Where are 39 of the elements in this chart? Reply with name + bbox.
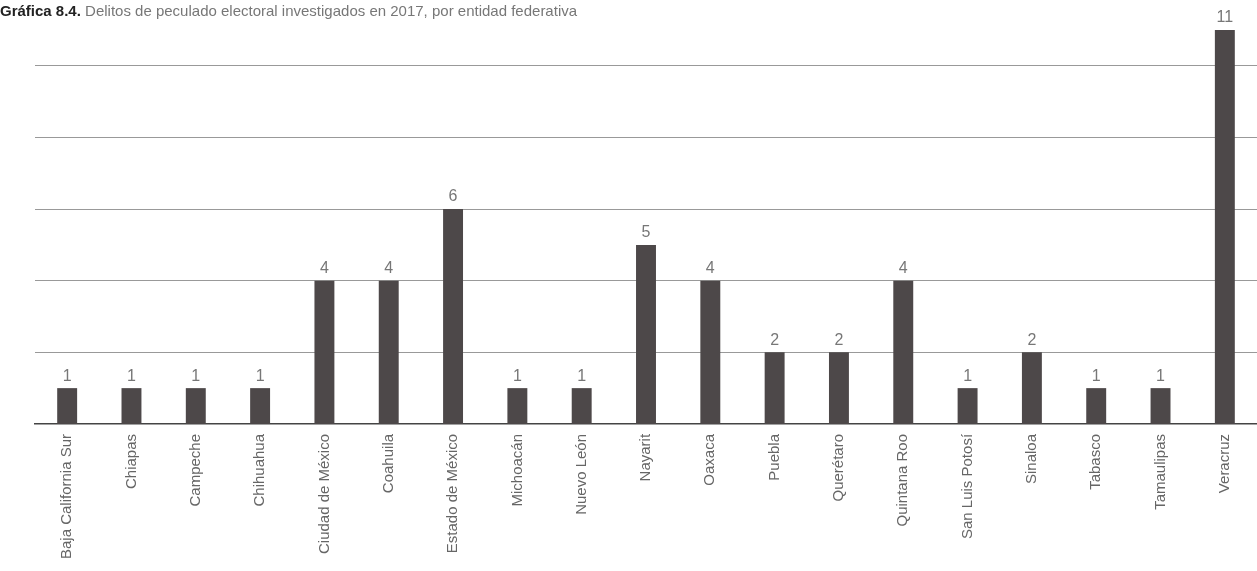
x-tick-label: Ciudad de México: [314, 433, 332, 555]
data-label: 1: [1091, 366, 1101, 384]
x-tick-label: Puebla: [764, 433, 782, 481]
data-label: 1: [1156, 366, 1166, 384]
data-label: 4: [384, 259, 394, 277]
data-label: 2: [770, 330, 780, 348]
x-tick-label: Oaxaca: [700, 433, 718, 486]
data-label: 1: [191, 366, 201, 384]
data-label: 1: [512, 366, 522, 384]
x-tick-label: Quintana Roo: [893, 433, 911, 527]
x-tick-label: Nayarit: [636, 433, 654, 482]
x-tick-label: Coahuila: [378, 433, 396, 494]
x-tick-label: Veracruz: [1214, 433, 1232, 494]
x-tick-label: Michoacán: [507, 433, 525, 507]
x-tick-label: Campeche: [185, 433, 203, 507]
chart-title: Gráfica 8.4. Delitos de peculado electoral investigados en 2017, por entidad federativa: [0, 2, 578, 19]
x-tick-label: Tamaulipas: [1150, 433, 1168, 510]
x-tick-label: Nuevo León: [571, 433, 589, 515]
data-label: 4: [319, 259, 329, 277]
x-tick-label: Tabasco: [1086, 433, 1104, 490]
data-label: 1: [127, 366, 137, 384]
data-label: 11: [1216, 8, 1234, 26]
data-label: 2: [1027, 330, 1037, 348]
x-tick-label: Chihuahua: [250, 433, 268, 507]
data-label: 5: [641, 223, 651, 241]
data-label: 4: [898, 259, 908, 277]
data-label: 1: [62, 366, 72, 384]
data-label: 6: [448, 187, 458, 205]
x-tick-label: Estado de México: [443, 433, 461, 554]
data-label: 1: [577, 366, 587, 384]
x-tick-label: Chiapas: [121, 433, 139, 489]
data-label: 1: [255, 366, 265, 384]
x-tick-label: Baja California Sur: [57, 433, 75, 559]
data-label: 4: [705, 259, 715, 277]
x-tick-label: San Luis Potosí: [957, 433, 975, 540]
data-label: 2: [834, 330, 844, 348]
x-tick-label: Sinaloa: [1022, 433, 1040, 484]
x-tick-label: Querétaro: [829, 433, 847, 502]
data-label: 1: [963, 366, 973, 384]
